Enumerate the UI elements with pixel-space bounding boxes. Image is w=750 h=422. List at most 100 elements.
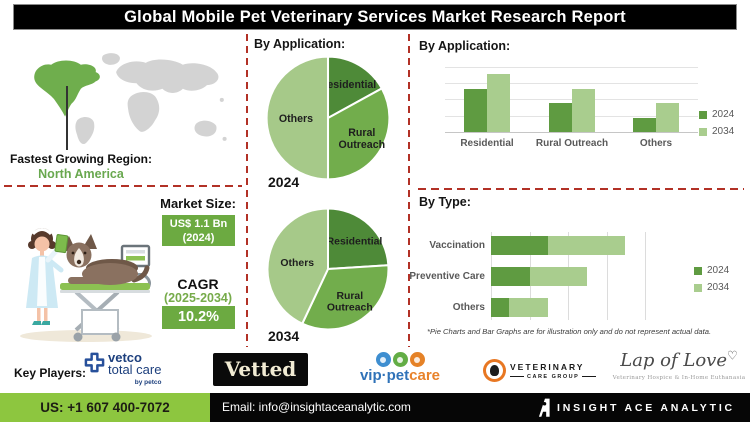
market-size-badge: US$ 1.1 Bn (2024) — [162, 215, 235, 246]
fastest-growing-region-value: North America — [38, 167, 124, 181]
legend-swatch-2024 — [694, 266, 702, 275]
lol-tagline: Veterinary Hospice & In-Home Euthanasia — [612, 375, 746, 381]
pie-slice-label: Residential — [327, 237, 383, 248]
vip-globe-icon — [375, 352, 391, 367]
pie-slice-label: Rural Outreach — [339, 127, 386, 151]
lap-of-love-logo: Lap of Love♡ Veterinary Hospice & In-Hom… — [610, 348, 748, 381]
gridline — [645, 232, 646, 320]
map-pointer-line — [66, 86, 68, 150]
map-eurasia — [116, 59, 219, 93]
page-title: Global Mobile Pet Veterinary Services Ma… — [124, 8, 626, 26]
pie-slice-rural-outreach — [301, 264, 390, 331]
divider-left-horizontal — [4, 185, 242, 187]
vip-text-orange: care — [409, 367, 441, 384]
table-wheel — [73, 332, 83, 342]
legend-label-2024: 2024 — [707, 265, 730, 276]
insight-ace-logo: INSIGHT ACE ANALYTIC — [538, 393, 735, 422]
bar-category-label: Rural Outreach — [535, 138, 609, 149]
type-category-label: Vaccination — [429, 240, 485, 251]
divider-right-horizontal — [418, 188, 744, 190]
legend-label-2034: 2034 — [712, 126, 735, 137]
cagr-label: CAGR — [177, 276, 219, 292]
pie-chart-2034: Residential Rural Outreach Others — [266, 207, 390, 331]
veterinary-care-group-logo: VETERINARY CARE GROUP — [483, 359, 597, 382]
segment-2034-others — [509, 298, 548, 317]
legend-label-2024: 2024 — [712, 109, 735, 120]
market-size-year: (2024) — [182, 232, 215, 244]
veterinarian-figure — [26, 228, 69, 325]
vetco-cross-icon — [84, 352, 105, 373]
key-players-label: Key Players: — [14, 366, 87, 380]
divider-vertical-2 — [408, 34, 410, 347]
type-bar-chart — [491, 232, 646, 320]
bar-2024-rural-outreach — [549, 103, 572, 132]
map-africa — [127, 92, 160, 132]
table-top — [60, 283, 150, 290]
divider-vertical-1 — [246, 34, 248, 347]
vetco-total-care-logo: vetco total care by petco — [84, 350, 162, 389]
gridline — [445, 99, 698, 100]
pie-slice-label: Residential — [320, 79, 377, 91]
brand-name: INSIGHT ACE ANALYTIC — [557, 401, 735, 414]
phone-badge: US: +1 607 400-7072 — [0, 393, 210, 422]
legend-swatch-2024 — [699, 110, 707, 119]
pie-chart-2024: Residential Rural Outreach Others — [265, 55, 391, 181]
pie-slice-label: Rural Outreach — [327, 291, 373, 314]
vcg-line2: CARE GROUP — [527, 373, 580, 380]
bar-chart-legend: 2024 2034 — [699, 106, 734, 140]
segment-2034-preventive-care — [530, 267, 587, 286]
bar-section-header: By Application: — [419, 39, 511, 53]
legend-row-2024: 2024 — [694, 262, 729, 279]
table-wheel — [111, 332, 121, 342]
market-size-value: US$ 1.1 Bn — [169, 218, 228, 230]
vip-text-blue: vip·pet — [359, 367, 410, 384]
legend-swatch-2034 — [694, 283, 702, 292]
vcg-rule — [582, 376, 597, 377]
legend-row-2034: 2034 — [694, 279, 729, 296]
type-category-label: Preventive Care — [409, 271, 485, 282]
vcg-line1: VETERINARY — [510, 361, 585, 372]
application-bar-chart: Residential Rural Outreach Others — [445, 67, 698, 149]
world-map — [34, 53, 227, 145]
table-shelf — [81, 309, 119, 335]
email-text: Email: info@insightaceanalytic.com — [222, 400, 411, 414]
pie-slice-others — [265, 55, 330, 181]
insight-ace-logo-icon — [538, 398, 550, 417]
type-category-label: Others — [452, 302, 485, 313]
map-island-2 — [222, 136, 227, 141]
vetted-logo: Vetted — [213, 353, 308, 386]
bar-2034-rural-outreach — [572, 89, 595, 132]
segment-2034-vaccination — [548, 236, 625, 255]
vcg-dog-badge-icon — [483, 359, 506, 382]
vetco-byline: by petco — [134, 379, 162, 386]
vcg-rule — [510, 376, 524, 377]
segment-2024-preventive-care — [491, 267, 530, 286]
bar-2034-residential — [487, 74, 510, 132]
segment-2024-vaccination — [491, 236, 548, 255]
map-greenland — [102, 53, 120, 65]
bar-category-label: Residential — [460, 138, 514, 149]
legend-row-2024: 2024 — [699, 106, 734, 123]
bar-2034-others — [656, 103, 679, 132]
pie-slice-residential — [326, 207, 390, 271]
legend-swatch-2034 — [699, 127, 707, 136]
cagr-value-badge: 10.2% — [162, 306, 235, 329]
legend-label-2034: 2034 — [707, 282, 730, 293]
legend-row-2034: 2034 — [699, 123, 734, 140]
gridline — [445, 67, 698, 68]
segment-2024-others — [491, 298, 509, 317]
vetco-line1: vetco — [108, 350, 142, 365]
bar-category-label: Others — [639, 138, 673, 149]
clipboard — [54, 234, 69, 254]
pie-slice-label: Others — [279, 113, 313, 125]
title-banner: Global Mobile Pet Veterinary Services Ma… — [13, 4, 737, 30]
gridline — [607, 232, 608, 320]
lol-script-text: Lap of Love — [620, 350, 727, 371]
fastest-growing-region-label: Fastest Growing Region: — [9, 152, 152, 166]
map-island-1 — [219, 97, 224, 102]
pie-year-2024: 2024 — [268, 174, 300, 190]
pie-slice-residential — [326, 55, 383, 120]
vip-cat-icon — [392, 352, 408, 367]
map-australia — [194, 120, 217, 137]
